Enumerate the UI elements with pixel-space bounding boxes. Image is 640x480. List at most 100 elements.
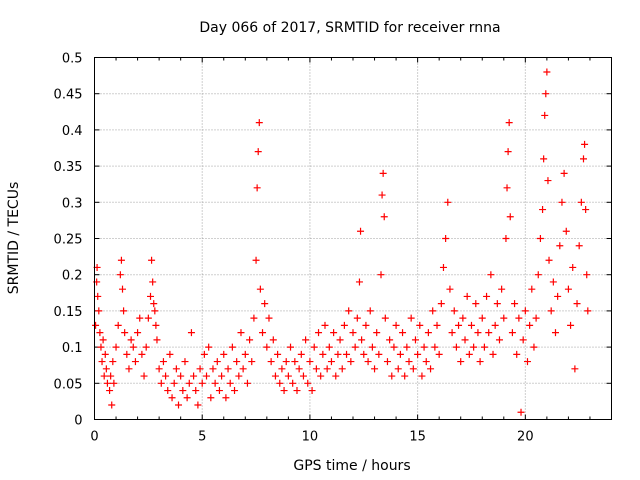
data-point bbox=[235, 372, 243, 380]
data-point bbox=[504, 148, 512, 156]
data-point bbox=[304, 379, 312, 387]
y-tick-label: 0.45 bbox=[54, 88, 83, 103]
data-point bbox=[503, 184, 511, 192]
data-point bbox=[120, 307, 128, 315]
data-point bbox=[157, 379, 165, 387]
data-point bbox=[325, 343, 333, 351]
plot-frame bbox=[94, 57, 612, 420]
data-point bbox=[448, 329, 456, 337]
data-point bbox=[207, 394, 215, 402]
data-point bbox=[131, 358, 139, 366]
data-point bbox=[493, 300, 501, 308]
data-point bbox=[125, 365, 133, 373]
data-point bbox=[579, 155, 587, 163]
data-point bbox=[220, 350, 228, 358]
data-point bbox=[526, 321, 534, 329]
data-point bbox=[297, 350, 305, 358]
data-point bbox=[263, 343, 271, 351]
data-point bbox=[153, 336, 161, 344]
data-point bbox=[457, 358, 465, 366]
data-point bbox=[474, 329, 482, 337]
data-point bbox=[226, 379, 234, 387]
data-point bbox=[429, 307, 437, 315]
data-point bbox=[308, 387, 316, 395]
data-point bbox=[364, 358, 372, 366]
data-point bbox=[98, 358, 106, 366]
data-point bbox=[562, 227, 570, 235]
data-point bbox=[252, 256, 260, 264]
data-point bbox=[222, 394, 230, 402]
data-point bbox=[539, 206, 547, 214]
data-point bbox=[549, 278, 557, 286]
data-point bbox=[495, 336, 503, 344]
data-point bbox=[416, 321, 424, 329]
data-point bbox=[246, 336, 254, 344]
data-point bbox=[211, 379, 219, 387]
data-point bbox=[144, 314, 152, 322]
y-tick-label: 0.15 bbox=[54, 305, 83, 320]
y-tick-label: 0.3 bbox=[62, 196, 83, 211]
data-point bbox=[278, 365, 286, 373]
data-point bbox=[442, 235, 450, 242]
data-point bbox=[418, 372, 426, 380]
data-point bbox=[506, 213, 514, 221]
x-tick-label: 0 bbox=[90, 430, 98, 445]
data-point bbox=[231, 387, 239, 395]
data-point bbox=[476, 358, 484, 366]
data-point bbox=[282, 358, 290, 366]
data-point bbox=[575, 242, 583, 250]
data-point bbox=[455, 321, 463, 329]
data-point bbox=[302, 336, 310, 344]
data-point bbox=[317, 372, 325, 380]
data-point bbox=[172, 365, 180, 373]
data-point bbox=[551, 329, 559, 337]
data-point bbox=[250, 314, 258, 322]
data-point bbox=[459, 314, 467, 322]
data-point bbox=[152, 321, 160, 329]
data-point bbox=[150, 300, 158, 308]
data-point bbox=[271, 372, 279, 380]
data-point bbox=[560, 169, 568, 177]
data-point bbox=[168, 394, 176, 402]
data-point bbox=[403, 343, 411, 351]
data-point bbox=[414, 350, 422, 358]
data-point bbox=[123, 350, 131, 358]
data-point bbox=[480, 343, 488, 351]
data-point bbox=[489, 350, 497, 358]
data-point bbox=[116, 271, 124, 279]
data-point bbox=[392, 321, 400, 329]
data-point bbox=[269, 336, 277, 344]
data-point bbox=[502, 235, 510, 242]
data-point bbox=[248, 358, 256, 366]
data-point bbox=[166, 350, 174, 358]
data-point bbox=[119, 285, 127, 293]
data-point bbox=[134, 329, 142, 337]
data-point bbox=[159, 358, 167, 366]
data-point bbox=[465, 350, 473, 358]
data-point bbox=[411, 336, 419, 344]
data-point bbox=[543, 68, 551, 76]
data-point bbox=[545, 256, 553, 264]
data-point bbox=[478, 314, 486, 322]
data-point bbox=[401, 372, 409, 380]
data-point bbox=[534, 271, 542, 279]
data-point bbox=[147, 292, 155, 300]
data-point bbox=[439, 263, 447, 271]
data-point bbox=[390, 343, 398, 351]
data-point bbox=[422, 358, 430, 366]
data-point bbox=[467, 321, 475, 329]
data-point bbox=[377, 271, 385, 279]
data-point bbox=[353, 314, 361, 322]
data-point bbox=[380, 213, 388, 221]
data-point bbox=[198, 379, 206, 387]
data-point bbox=[470, 343, 478, 351]
data-point bbox=[358, 336, 366, 344]
data-point bbox=[205, 343, 213, 351]
data-point bbox=[106, 387, 114, 395]
data-point bbox=[349, 329, 357, 337]
data-point bbox=[255, 119, 263, 127]
data-point bbox=[149, 278, 157, 286]
data-point bbox=[461, 336, 469, 344]
data-point bbox=[530, 343, 538, 351]
